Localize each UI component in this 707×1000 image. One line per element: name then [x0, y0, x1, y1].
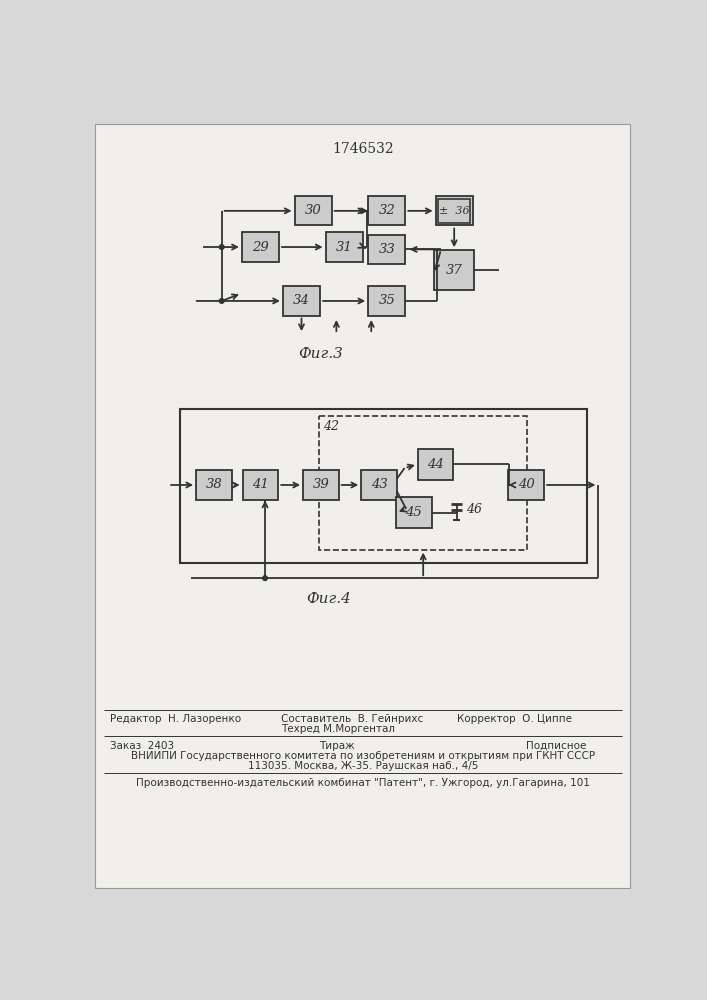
Text: 31: 31	[336, 241, 353, 254]
Text: 37: 37	[446, 264, 462, 277]
Bar	[396, 497, 432, 528]
Bar	[418, 449, 453, 480]
Text: Подписное: Подписное	[526, 741, 587, 751]
Bar	[438, 199, 470, 223]
Text: 41: 41	[252, 478, 269, 491]
Text: Редактор  Н. Лазоренко: Редактор Н. Лазоренко	[110, 714, 241, 724]
Bar	[243, 470, 279, 500]
Text: Составитель  В. Гейнрихс: Составитель В. Гейнрихс	[281, 714, 423, 724]
Bar	[368, 196, 405, 225]
Text: 40: 40	[518, 478, 534, 491]
Bar	[368, 235, 405, 264]
Bar	[436, 196, 473, 225]
Text: Фиг.4: Фиг.4	[306, 592, 351, 606]
Text: Заказ  2403: Заказ 2403	[110, 741, 174, 751]
Text: 45: 45	[406, 506, 422, 519]
Bar	[320, 416, 527, 550]
Bar	[180, 409, 587, 563]
Text: 32: 32	[378, 204, 395, 217]
Text: Производственно-издательский комбинат "Патент", г. Ужгород, ул.Гагарина, 101: Производственно-издательский комбинат "П…	[136, 778, 590, 788]
Text: 33: 33	[378, 243, 395, 256]
Bar	[295, 196, 332, 225]
Text: Корректор  О. Циппе: Корректор О. Циппе	[457, 714, 571, 724]
Bar	[303, 470, 339, 500]
Text: 46: 46	[466, 503, 481, 516]
Bar	[368, 286, 405, 316]
Text: 34: 34	[293, 294, 310, 307]
Text: 35: 35	[378, 294, 395, 307]
Bar	[508, 470, 544, 500]
Bar	[361, 470, 397, 500]
Text: 43: 43	[370, 478, 387, 491]
Text: 42: 42	[323, 420, 339, 433]
Text: 29: 29	[252, 241, 269, 254]
Bar	[434, 250, 474, 290]
Text: 39: 39	[312, 478, 329, 491]
Circle shape	[219, 299, 224, 303]
Text: 30: 30	[305, 204, 322, 217]
Bar	[242, 232, 279, 262]
Text: 38: 38	[206, 478, 222, 491]
Text: Фиг.3: Фиг.3	[298, 347, 344, 361]
Text: 113035. Москва, Ж-35. Раушская наб., 4/5: 113035. Москва, Ж-35. Раушская наб., 4/5	[247, 761, 478, 771]
Bar	[283, 286, 320, 316]
Text: ВНИИПИ Государственного комитета по изобретениям и открытиям при ГКНТ СССР: ВНИИПИ Государственного комитета по изоб…	[131, 751, 595, 761]
Bar	[196, 470, 232, 500]
Bar	[325, 232, 363, 262]
Text: ±  36: ± 36	[439, 206, 469, 216]
Text: Техред М.Моргентал: Техред М.Моргентал	[281, 724, 395, 734]
Text: Тираж: Тираж	[319, 741, 354, 751]
Circle shape	[219, 245, 224, 249]
Circle shape	[263, 576, 267, 580]
Text: 1746532: 1746532	[332, 142, 394, 156]
Text: 44: 44	[427, 458, 444, 471]
